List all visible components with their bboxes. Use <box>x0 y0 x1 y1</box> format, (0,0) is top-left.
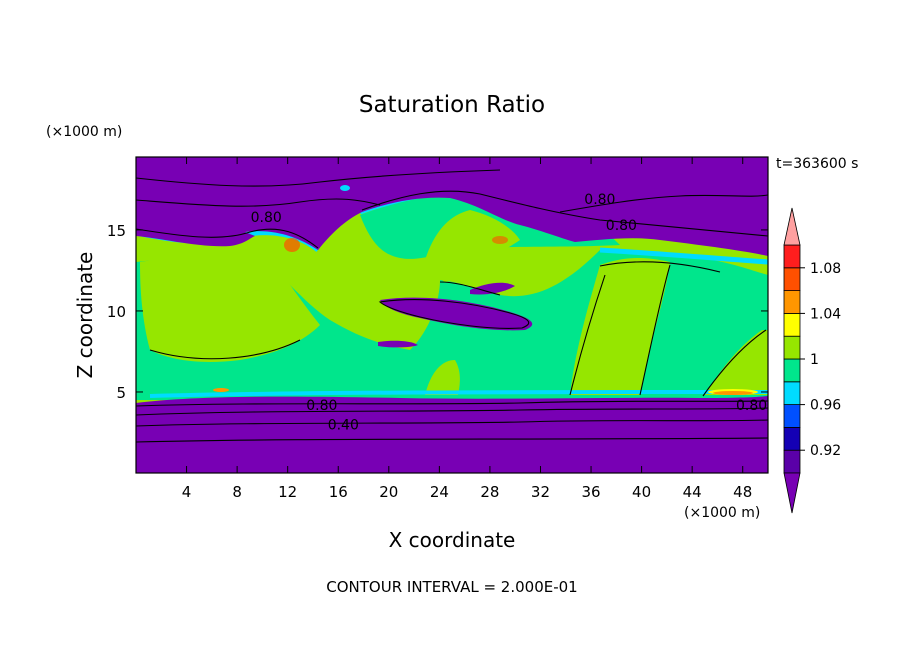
x-unit-label: (×1000 m) <box>684 505 760 521</box>
x-tick-label: 44 <box>683 483 702 501</box>
x-tick-label: 16 <box>329 483 348 501</box>
plot-area <box>136 157 768 473</box>
field-region-purple-mid <box>380 297 533 331</box>
y-axis-label: Z coordinate <box>73 252 97 379</box>
colorbar-segment <box>783 426 801 451</box>
contour-labels: 0.80 0.80 0.80 0.80 0.80 0.40 <box>251 192 768 433</box>
field-hotspot <box>492 236 508 244</box>
contour-interval-note: CONTOUR INTERVAL = 2.000E-01 <box>326 578 577 596</box>
x-tick-label: 20 <box>379 483 398 501</box>
colorbar-under-arrow <box>783 472 801 514</box>
field-region-purple-upper <box>136 157 768 256</box>
field-region-purple-mid <box>470 282 515 295</box>
y-axis: 5 10 15 <box>107 222 768 402</box>
contour-label: 0.80 <box>584 192 615 208</box>
contour-label: 0.80 <box>251 210 282 226</box>
colorbar-segment <box>783 267 801 291</box>
colorbar-segment <box>783 404 801 428</box>
x-tick-label: 32 <box>531 483 550 501</box>
field-region-purple-lower <box>136 396 768 473</box>
field-hotspot <box>340 185 350 191</box>
field-region-lime <box>425 360 460 395</box>
x-tick-label: 48 <box>733 483 752 501</box>
colorbar-over-arrow <box>783 207 801 246</box>
contour-lines <box>136 169 768 443</box>
colorbar-segment <box>783 358 801 383</box>
colorbar-segment <box>783 381 801 405</box>
y-unit-label: (×1000 m) <box>46 124 122 140</box>
colorbar-tick-label: 0.92 <box>810 443 841 459</box>
colorbar-segment <box>783 312 801 337</box>
contour-label: 0.80 <box>736 398 767 414</box>
x-tick-label: 28 <box>480 483 499 501</box>
chart-title: Saturation Ratio <box>359 92 545 118</box>
y-tick-label: 15 <box>107 222 126 240</box>
field-region-lime <box>705 330 768 395</box>
x-axis: 4 8 12 16 20 24 28 32 36 40 44 48 <box>182 157 752 501</box>
field-hotspot <box>213 388 229 392</box>
y-tick-label: 10 <box>107 303 126 321</box>
field-region-cyan <box>149 390 768 398</box>
x-tick-label: 36 <box>581 483 600 501</box>
contour-label: 0.80 <box>306 398 337 414</box>
time-label: t=363600 s <box>776 156 858 172</box>
x-tick-label: 40 <box>632 483 651 501</box>
colorbar-segment <box>783 449 801 474</box>
plot-frame <box>135 156 769 474</box>
field-hotspot <box>284 238 300 252</box>
field-region-lime <box>425 210 520 282</box>
colorbar-tick-label: 1.04 <box>810 306 841 322</box>
x-tick-label: 4 <box>182 483 192 501</box>
colorbar-tick-label: 1.08 <box>810 261 841 277</box>
field-hotspot <box>713 391 753 395</box>
field-region-purple-mid <box>378 340 418 348</box>
colorbar-tick-label: 0.96 <box>810 398 841 414</box>
x-tick-label: 8 <box>232 483 242 501</box>
colorbar: 0.92 0.96 1 1.04 1.08 <box>783 207 841 514</box>
x-axis-label: X coordinate <box>389 528 516 552</box>
field-region-lime <box>140 246 320 362</box>
x-tick-label: 12 <box>278 483 297 501</box>
colorbar-segment <box>783 335 801 360</box>
x-tick-label: 24 <box>430 483 449 501</box>
colorbar-tick-label: 1 <box>810 352 819 368</box>
y-tick-label: 5 <box>116 384 126 402</box>
colorbar-segment <box>783 244 801 269</box>
contour-label: 0.40 <box>328 417 359 433</box>
field-region-lime <box>570 258 670 395</box>
colorbar-segment <box>783 290 801 314</box>
contour-label: 0.80 <box>606 218 637 234</box>
